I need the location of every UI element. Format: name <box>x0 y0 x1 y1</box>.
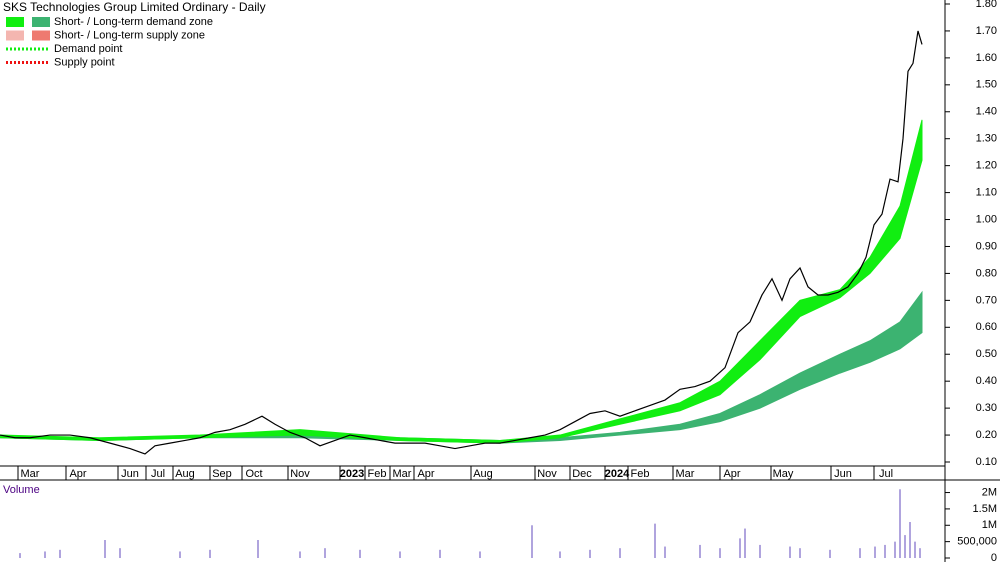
x-tick-label: Jul <box>151 468 165 480</box>
volume-bar <box>759 544 761 558</box>
x-tick-label: Aug <box>473 468 493 480</box>
volume-bar <box>859 548 861 558</box>
y-tick-label: 0.60 <box>976 321 997 333</box>
chart-title: SKS Technologies Group Limited Ordinary … <box>3 0 266 14</box>
volume-bar <box>874 546 876 558</box>
volume-bar <box>739 538 741 558</box>
x-tick-label: Apr <box>69 468 86 480</box>
legend-swatch <box>32 30 50 41</box>
volume-bar <box>531 525 533 558</box>
y-tick-label: 0 <box>991 552 997 562</box>
volume-bar <box>559 551 561 558</box>
y-tick-label: 0.20 <box>976 429 997 441</box>
x-tick-label: 2023 <box>340 468 364 480</box>
y-tick-label: 0.50 <box>976 348 997 360</box>
volume-bar <box>654 523 656 558</box>
price-line <box>0 30 923 455</box>
volume-bar <box>699 544 701 558</box>
volume-bar <box>744 528 746 558</box>
x-tick-label: Jun <box>834 468 852 480</box>
volume-bar <box>19 553 21 558</box>
x-tick-label: Mar <box>393 468 412 480</box>
demand-zone <box>0 290 923 444</box>
x-tick-label: Sep <box>212 468 232 480</box>
y-tick-label: 500,000 <box>957 536 997 548</box>
x-tick-label: Jun <box>121 468 139 480</box>
y-tick-label: 0.90 <box>976 240 997 252</box>
x-tick-label: Dec <box>572 468 592 480</box>
x-tick-label: Nov <box>290 468 310 480</box>
legend-label: Supply point <box>54 56 115 68</box>
y-tick-label: 0.30 <box>976 402 997 414</box>
x-tick-label: Nov <box>537 468 557 480</box>
legend-label: Short- / Long-term demand zone <box>54 16 213 28</box>
y-tick-label: 1M <box>982 519 997 531</box>
volume-bar <box>719 548 721 558</box>
volume-bar <box>257 540 259 558</box>
volume-bar <box>179 551 181 558</box>
demand-zone <box>0 119 923 444</box>
y-tick-label: 1.70 <box>976 25 997 37</box>
y-tick-label: 0.40 <box>976 375 997 387</box>
volume-bar <box>914 541 916 558</box>
volume-bar <box>589 549 591 558</box>
volume-bar <box>664 546 666 558</box>
legend-swatch <box>32 17 50 27</box>
volume-bar <box>799 548 801 558</box>
y-tick-label: 1.00 <box>976 213 997 225</box>
volume-bar <box>789 546 791 558</box>
volume-bar <box>399 551 401 558</box>
legend-label: Short- / Long-term supply zone <box>54 29 205 41</box>
y-tick-label: 0.80 <box>976 267 997 279</box>
volume-bar <box>899 489 901 558</box>
y-tick-label: 1.30 <box>976 133 997 145</box>
volume-bar <box>884 544 886 558</box>
legend-swatch <box>6 17 24 27</box>
x-tick-label: May <box>773 468 794 480</box>
volume-bar <box>324 548 326 558</box>
volume-bar <box>479 551 481 558</box>
volume-bar <box>909 522 911 558</box>
x-tick-label: Mar <box>21 468 40 480</box>
y-tick-label: 1.40 <box>976 106 997 118</box>
x-tick-label: 2024 <box>605 468 630 480</box>
y-tick-label: 0.70 <box>976 294 997 306</box>
y-tick-label: 1.50 <box>976 79 997 91</box>
volume-bar <box>104 540 106 558</box>
volume-bar <box>904 535 906 558</box>
volume-bar <box>44 551 46 558</box>
y-tick-label: 0.10 <box>976 456 997 468</box>
volume-bar <box>919 548 921 558</box>
volume-bar <box>209 549 211 558</box>
legend-swatch <box>6 30 24 41</box>
x-tick-label: Oct <box>245 468 262 480</box>
volume-title: Volume <box>3 484 40 496</box>
volume-bar <box>439 549 441 558</box>
x-tick-label: Apr <box>417 468 434 480</box>
volume-bar <box>619 548 621 558</box>
x-tick-label: Apr <box>723 468 740 480</box>
x-tick-label: Feb <box>368 468 387 480</box>
x-tick-label: Feb <box>631 468 650 480</box>
volume-bar <box>359 549 361 558</box>
x-tick-label: Aug <box>175 468 195 480</box>
volume-bar <box>59 549 61 558</box>
x-tick-label: Jul <box>879 468 893 480</box>
y-tick-label: 1.5M <box>973 503 997 515</box>
y-tick-label: 2M <box>982 486 997 498</box>
y-tick-label: 1.60 <box>976 52 997 64</box>
y-tick-label: 1.80 <box>976 0 997 10</box>
volume-bar <box>119 548 121 558</box>
volume-bar <box>829 549 831 558</box>
volume-bar <box>894 541 896 558</box>
y-tick-label: 1.20 <box>976 160 997 172</box>
y-tick-label: 1.10 <box>976 186 997 198</box>
volume-bar <box>299 551 301 558</box>
legend-label: Demand point <box>54 43 123 55</box>
x-tick-label: Mar <box>676 468 695 480</box>
